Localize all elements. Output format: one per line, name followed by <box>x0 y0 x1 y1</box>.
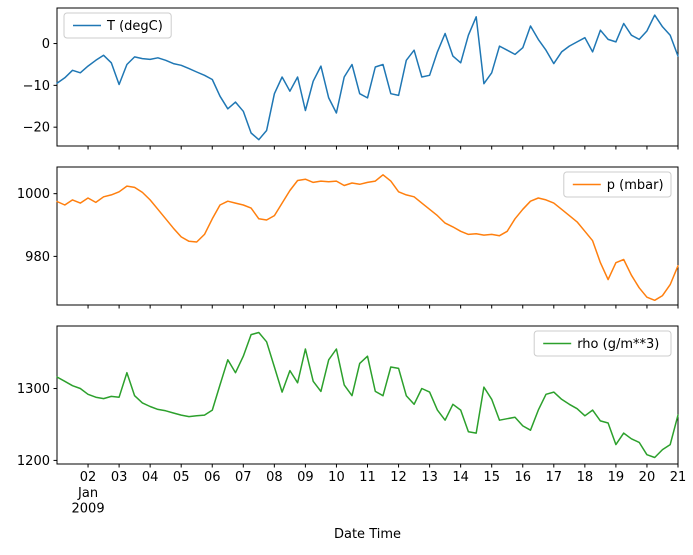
y-tick-label: 1200 <box>17 454 50 469</box>
x-tick-label: 09 <box>297 470 314 485</box>
x-tick-label: 11 <box>359 470 376 485</box>
x-tick-label: 17 <box>546 470 563 485</box>
x-tick-label: 04 <box>142 470 159 485</box>
line-temperature <box>56 14 679 141</box>
line-pressure <box>56 174 679 302</box>
subplot-temperature: 0 −10 −20 T (degC) <box>23 7 679 150</box>
x-tick-label: 20 <box>639 470 656 485</box>
subplot-pressure: 1000 980 p (mbar) <box>17 166 679 309</box>
x-tick-label: 10 <box>328 470 345 485</box>
x-tick-label: 12 <box>390 470 407 485</box>
x-tick-label: 03 <box>111 470 128 485</box>
x-tick-label: 06 <box>204 470 221 485</box>
legend-box <box>63 12 172 39</box>
x-tick-label: 08 <box>266 470 283 485</box>
x-offset-label: 2009 <box>72 502 105 517</box>
x-tick-label: 07 <box>235 470 252 485</box>
y-tick-label: 980 <box>25 250 50 265</box>
y-tick-label: −20 <box>23 121 50 136</box>
x-tick-label: 19 <box>608 470 625 485</box>
legend-box <box>533 330 672 357</box>
x-tick-label: 05 <box>173 470 190 485</box>
x-offset-label: Jan <box>77 486 98 501</box>
x-tick-label: 18 <box>577 470 594 485</box>
x-tick-label: 14 <box>452 470 469 485</box>
legend-box <box>563 171 672 198</box>
x-tick-label: 15 <box>483 470 500 485</box>
y-tick-label: 1000 <box>17 187 50 202</box>
x-tick-label: 13 <box>421 470 438 485</box>
legend-label: T (degC) <box>106 19 163 34</box>
x-tick-label: 16 <box>514 470 531 485</box>
legend-label: p (mbar) <box>607 178 664 193</box>
y-tick-label: 1300 <box>17 382 50 397</box>
x-tick-label: 21 <box>670 470 687 485</box>
x-axis-title: Date Time <box>333 527 402 542</box>
subplot-density: 1300 1200 02 03 04 05 06 07 08 09 10 11 12 13 14 15 16 17… <box>17 325 687 485</box>
y-tick-label: 0 <box>42 37 50 52</box>
legend-label: rho (g/m**3) <box>577 337 659 352</box>
y-tick-label: −10 <box>23 79 50 94</box>
line-density <box>56 331 679 459</box>
x-tick-label: 02 <box>80 470 97 485</box>
